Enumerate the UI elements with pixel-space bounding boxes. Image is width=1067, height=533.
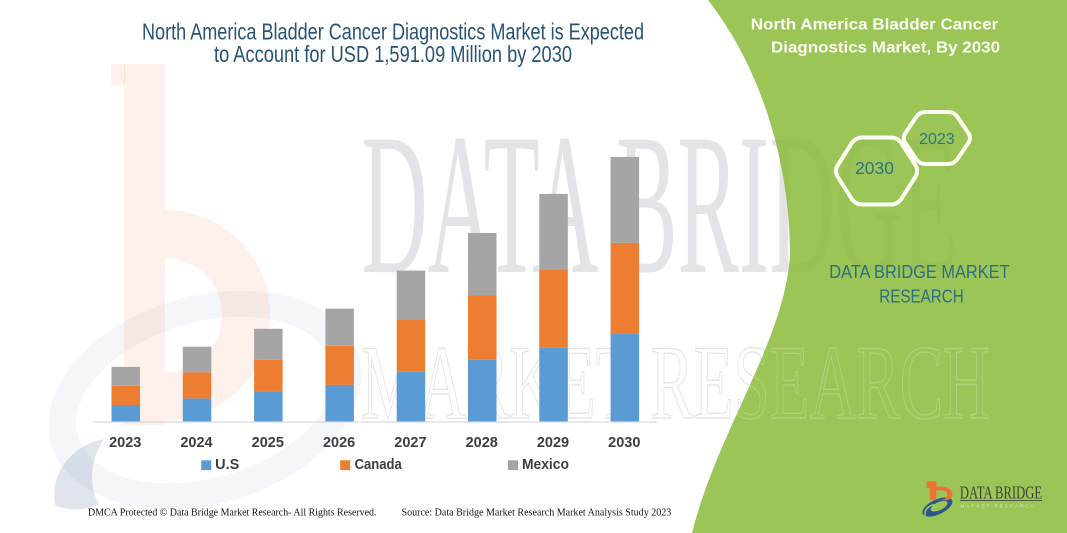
svg-text:North America Bladder Cancer D: North America Bladder Cancer Diagnostics…	[142, 19, 644, 45]
svg-text:2028: 2028	[466, 435, 498, 451]
svg-text:2029: 2029	[537, 435, 569, 451]
svg-text:MARKET RESEARCH: MARKET RESEARCH	[961, 503, 1036, 508]
svg-text:2026: 2026	[323, 435, 355, 451]
svg-text:2023: 2023	[109, 435, 141, 451]
svg-text:DATA BRIDGE: DATA BRIDGE	[960, 482, 1042, 502]
svg-text:DATA BRIDGE MARKET: DATA BRIDGE MARKET	[829, 261, 1009, 282]
svg-text:to Account for USD 1,591.09 Mi: to Account for USD 1,591.09 Million by 2…	[214, 41, 572, 67]
svg-text:2024: 2024	[180, 435, 212, 451]
svg-text:2030: 2030	[855, 158, 894, 178]
svg-text:U.S: U.S	[215, 457, 240, 473]
svg-text:Diagnostics Market, By 2030: Diagnostics Market, By 2030	[771, 40, 1000, 57]
svg-text:2027: 2027	[394, 435, 426, 451]
svg-text:DMCA Protected © Data Bridge M: DMCA Protected © Data Bridge Market Rese…	[88, 508, 377, 519]
svg-text:RESEARCH: RESEARCH	[879, 285, 964, 306]
svg-text:Canada: Canada	[355, 457, 403, 473]
svg-text:North America Bladder Cancer: North America Bladder Cancer	[751, 17, 999, 34]
svg-text:2025: 2025	[252, 435, 284, 451]
svg-text:Mexico: Mexico	[522, 457, 569, 473]
svg-text:2030: 2030	[608, 435, 640, 451]
svg-text:2023: 2023	[919, 131, 955, 148]
svg-text:Source: Data Bridge Market Res: Source: Data Bridge Market Research Mark…	[402, 508, 672, 519]
